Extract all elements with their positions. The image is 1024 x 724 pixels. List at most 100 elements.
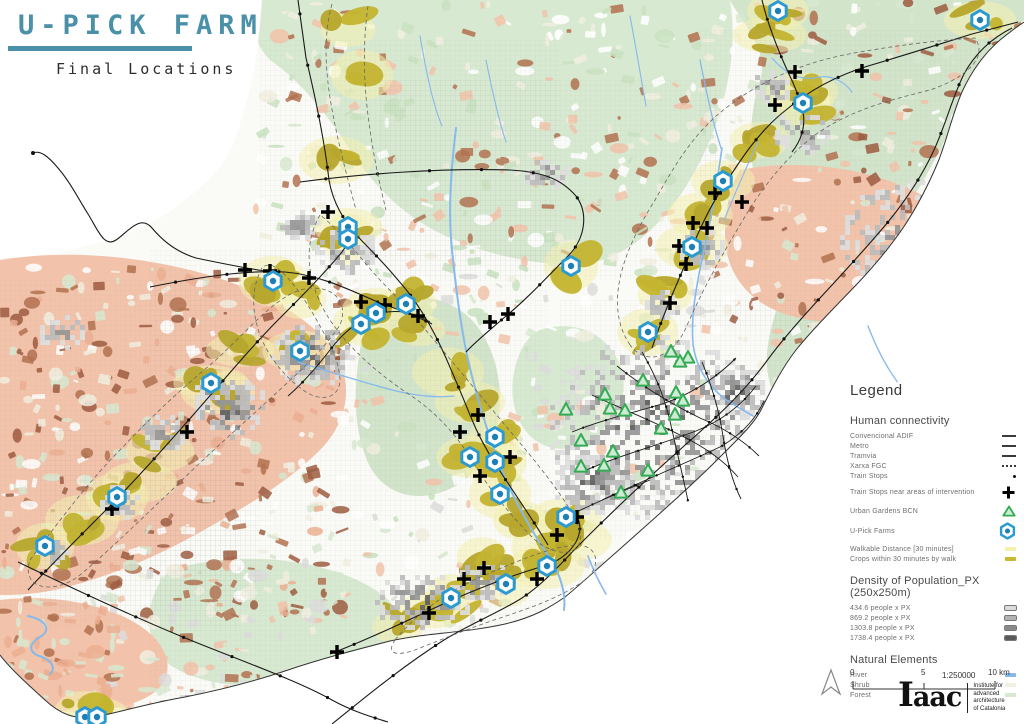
u-pick-farm-marker [490,483,510,505]
train-stop-intervention-marker [321,205,335,219]
urban-garden-marker [605,444,621,458]
scale-tick-5: 5 [921,668,926,677]
legend-symbol-line [994,435,1016,437]
legend-item: 434.6 people x PX [850,604,1017,612]
legend-color-swatch [994,635,1017,641]
legend-item: Convencional ADIF [850,432,1016,440]
legend-color-swatch [994,673,1016,677]
urban-garden-marker [680,350,696,364]
legend-item-label: U-Pick Farms [850,527,895,535]
train-stop-intervention-marker [550,528,564,542]
legend-item-label: Urban Gardens BCN [850,507,918,515]
urban-garden-marker [653,421,669,435]
train-stop-intervention-marker [354,295,368,309]
legend-item: River [850,671,1016,679]
legend-item-label: Walkable Distance [30 minutes] [850,545,954,553]
legend-item: 1303.8 people x PX [850,624,1017,632]
train-stop-intervention-marker [530,572,544,586]
legend-section-title: Human connectivity [850,415,950,427]
u-pick-farm-marker [561,255,581,277]
u-pick-farm-marker [460,446,480,468]
legend-item-label: 1738.4 people x PX [850,634,915,642]
scale-bar-graphic [820,668,996,696]
train-stop-intervention-marker [855,64,869,78]
logo-tagline-line: Institute for [973,683,1004,689]
legend-color-swatch [994,615,1017,621]
urban-garden-marker [573,459,589,473]
sea-layer [0,21,1024,724]
legend-item-label: 869.2 people x PX [850,614,911,622]
train-stop-intervention-marker [473,469,487,483]
iaac-logo: Iaac Institute for advanced architecture of… [898,678,1005,716]
u-pick-farm-marker [485,451,505,473]
legend-item-label: Metro [850,442,869,450]
u-pick-farm-marker [351,313,371,335]
train-stop-intervention-marker [768,98,782,112]
train-stop-intervention-marker [477,561,491,575]
urban-garden-marker [672,354,688,368]
legend-item-label: Forest [850,691,872,699]
u-pick-farm-marker [638,321,658,343]
urban-garden-marker [635,373,651,387]
legend-item-label: Shrub [850,681,870,689]
legend-item-label: Train Stops near areas of intervention [850,489,975,496]
u-pick-farm-marker [107,486,127,508]
legend-item-label: River [850,671,868,679]
legend-item-label: Crops within 30 minutes by walk [850,555,957,563]
legend-item-label: Train Stops [850,472,888,480]
train-stop-intervention-marker [679,257,693,271]
legend-item: Train Stops near areas of intervention [850,485,1016,500]
train-stop-intervention-marker [471,408,485,422]
legend-symbol-line [994,445,1016,447]
train-stop-intervention-marker [501,307,515,321]
train-stop-intervention-marker [330,645,344,659]
legend-color-swatch [994,547,1016,551]
legend-section-title: Natural Elements [850,654,938,666]
legend-item: 869.2 people x PX [850,614,1017,622]
train-stop-intervention-marker [483,315,497,329]
page-subtitle: Final Locations [56,60,237,78]
u-pick-farm-hexagon-icon [994,522,1016,540]
urban-garden-marker [667,407,683,421]
train-stop-intervention-marker [708,186,722,200]
u-pick-farm-marker [338,228,358,250]
legend-color-swatch [994,683,1016,687]
train-stop-intervention-marker [686,216,700,230]
urban-garden-marker [558,402,574,416]
train-stop-intervention-marker [735,195,749,209]
u-pick-farm-marker [485,426,505,448]
train-stop-intervention-marker [700,221,714,235]
urban-garden-marker [617,403,633,417]
legend-body: Human connectivity Convencional ADIF Metro… [850,415,1017,699]
train-stop-intervention-marker [663,296,677,310]
u-pick-farm-marker [396,293,416,315]
logo-tagline: Institute for advanced architecture of Cata… [973,683,1005,713]
legend-color-swatch [994,605,1017,611]
scale-ratio: 1:250000 [942,671,976,680]
u-pick-farm-marker [201,372,221,394]
legend-section: Density of Population_PX (250x250m) 434.6… [850,575,1017,642]
scale-tick-10: 10 km [988,668,1010,677]
legend-color-swatch [994,625,1017,631]
urban-garden-marker [640,463,656,477]
legend-item: Metro [850,442,1016,450]
u-pick-farm-marker [290,340,310,362]
u-pick-farm-marker [366,302,386,324]
legend-item: Urban Gardens BCN [850,505,1016,517]
legend-item: Walkable Distance [30 minutes] [850,545,1016,553]
u-pick-farm-marker [496,573,516,595]
logo-tagline-line: architecture [973,698,1005,704]
legend-color-swatch [994,557,1016,561]
legend-item: Train Stops [850,472,1016,480]
u-pick-farm-marker [263,270,283,292]
iaac-wordmark-i: I [898,675,914,715]
legend-symbol-line [994,455,1016,457]
iaac-wordmark: Iaac [898,678,962,716]
u-pick-farm-marker [682,236,702,258]
legend-panel: Legend Human connectivity Convencional AD… [850,382,1017,701]
logo-tagline-line: advanced [973,690,1000,697]
urban-garden-marker [573,433,589,447]
urban-garden-marker [613,485,629,499]
legend-item-label: Tramvia [850,452,877,460]
